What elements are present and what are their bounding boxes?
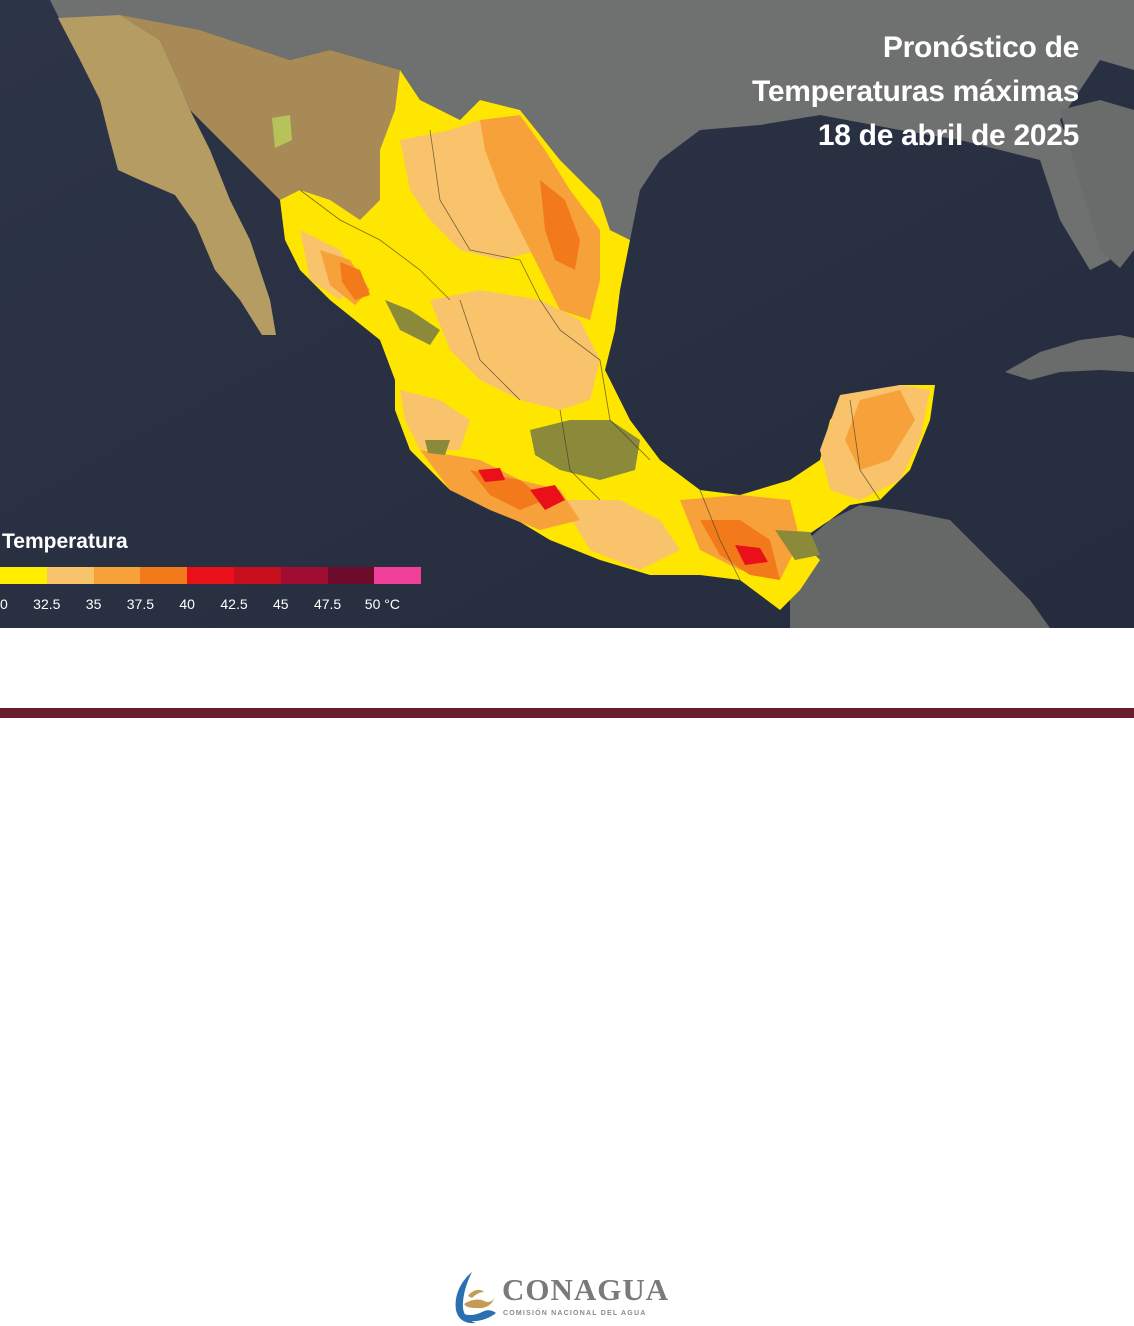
baja-california (58, 15, 276, 335)
legend-label: 45 (273, 596, 289, 612)
legend-label: 32.5 (33, 596, 61, 612)
legend-title: Temperatura (2, 530, 128, 553)
brand-name: CONAGUA (502, 1272, 670, 1307)
legend-swatch (46, 567, 94, 584)
cuba-land (1005, 335, 1134, 380)
title-line-3: 18 de abril de 2025 (817, 119, 1079, 152)
legend-labels: 0 32.5 35 37.5 40 42.5 45 47.5 50 °C (0, 596, 440, 616)
central-america-land (790, 505, 1050, 628)
footer: CONAGUA COMISIÓN NACIONAL DEL AGUA (0, 628, 1134, 1324)
zone-cool-highlands (272, 115, 820, 560)
legend-swatch (187, 567, 234, 584)
legend-color-bar (0, 567, 422, 584)
legend-swatch (374, 567, 422, 584)
usa-land (50, 0, 1134, 270)
map-graphic (0, 0, 1134, 628)
legend-label: 42.5 (220, 596, 248, 612)
legend-swatch (233, 567, 281, 584)
legend-swatch (0, 567, 47, 584)
bottom-stripe (0, 708, 1134, 718)
legend-swatch (280, 567, 328, 584)
legend-swatch (140, 567, 188, 584)
legend-label: 37.5 (126, 596, 155, 612)
state-borders (299, 129, 881, 581)
legend-label: 50 °C (364, 596, 400, 612)
legend-label: 40 (179, 596, 195, 612)
florida-land (1060, 100, 1134, 268)
legend-swatch (93, 567, 141, 584)
legend-label: 0 (0, 596, 8, 612)
map-title: Pronóstico de Temperaturas máximas 18 de… (752, 26, 1079, 158)
legend-label: 47.5 (313, 596, 342, 612)
brand-subtitle: COMISIÓN NACIONAL DEL AGUA (503, 1310, 647, 1317)
legend-swatch (327, 567, 375, 584)
title-line-1: Pronóstico de (882, 31, 1079, 64)
zone-42-5 (478, 468, 768, 565)
legend-label: 35 (85, 596, 102, 612)
temperature-map: Pronóstico de Temperaturas máximas 18 de… (0, 0, 1134, 628)
title-line-2: Temperaturas máximas (752, 75, 1079, 108)
